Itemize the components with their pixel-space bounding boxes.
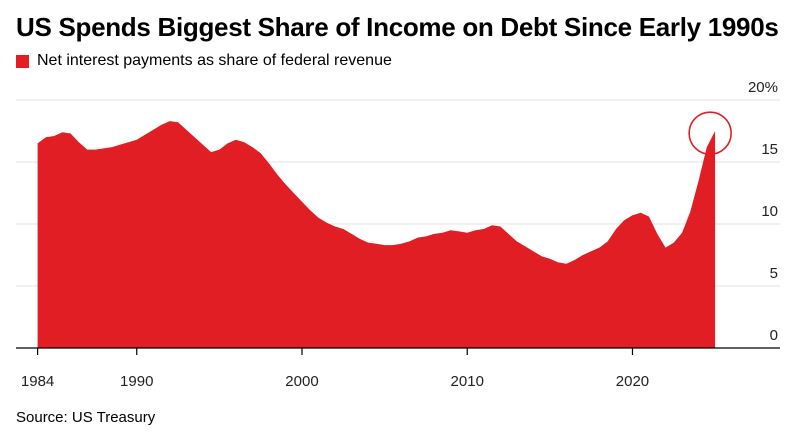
x-tick-label: 1990 bbox=[120, 373, 153, 390]
x-tick-label: 2010 bbox=[451, 373, 484, 390]
y-tick-label: 10 bbox=[761, 203, 778, 220]
source-note: Source: US Treasury bbox=[16, 409, 156, 426]
x-axis-ticks: 1984 1990 2000 2010 2020 bbox=[21, 348, 649, 390]
legend-swatch bbox=[16, 54, 29, 68]
x-tick-label: 2000 bbox=[285, 373, 318, 390]
data-area bbox=[37, 121, 716, 348]
annotation bbox=[688, 111, 732, 155]
x-tick-label: 1984 bbox=[21, 373, 54, 390]
legend-label: Net interest payments as share of federa… bbox=[37, 52, 392, 69]
y-tick-label: 5 bbox=[770, 265, 778, 282]
y-axis-ticks: 0 5 10 15 20% bbox=[748, 79, 778, 344]
area-series bbox=[37, 121, 716, 348]
chart-title: US Spends Biggest Share of Income on Deb… bbox=[16, 12, 779, 42]
y-tick-label: 0 bbox=[770, 327, 778, 344]
highlight-circle bbox=[688, 111, 732, 155]
y-tick-label: 20% bbox=[748, 79, 778, 96]
y-tick-label: 15 bbox=[761, 141, 778, 158]
x-tick-label: 2020 bbox=[616, 373, 649, 390]
legend: Net interest payments as share of federa… bbox=[16, 52, 392, 70]
